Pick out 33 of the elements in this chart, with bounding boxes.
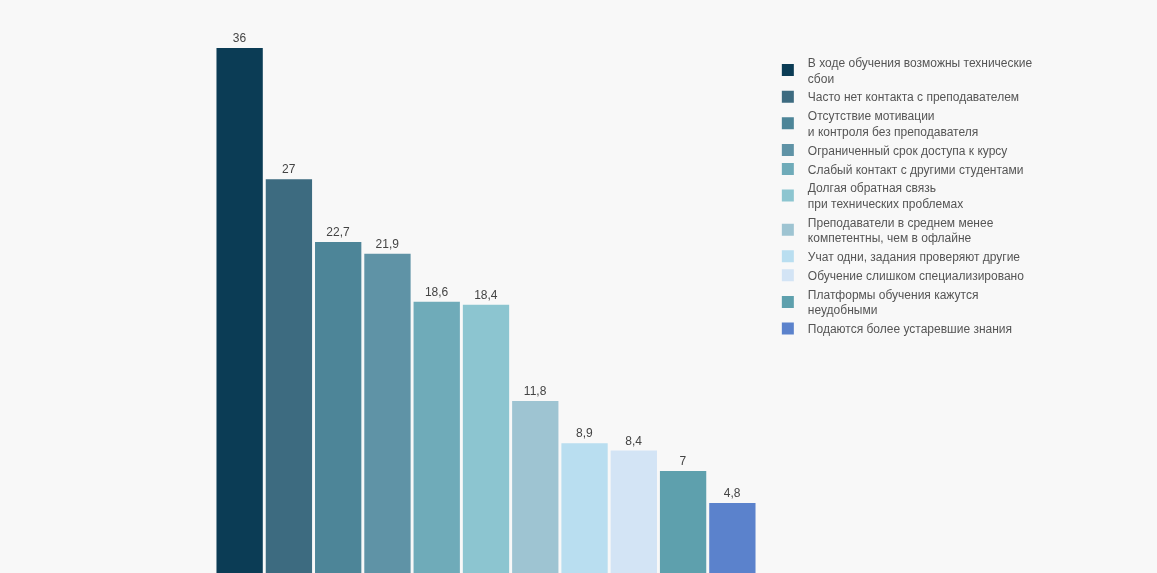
bar: [561, 443, 608, 573]
bar: [315, 241, 362, 573]
data-label: 11,8: [523, 383, 547, 398]
data-label: 8,9: [576, 426, 594, 441]
bar: [512, 400, 559, 573]
bar: [265, 179, 313, 573]
legend-label: Отсутствие мотивации и контроля без преподавателя: [807, 109, 979, 139]
legend-label: В ходе обучения возможны технические сбои: [807, 55, 1033, 86]
bar: [659, 470, 707, 573]
data-label: 36: [232, 31, 247, 45]
legend-label: Подаются более устаревшие знания: [807, 322, 1013, 337]
data-label: 27: [282, 162, 296, 177]
data-label: 4,8: [723, 486, 741, 500]
legend-label: Часто нет контакта с преподавателем: [807, 90, 1020, 105]
data-label: 21,9: [375, 236, 400, 251]
legend-label: Платформы обучения кажутся неудобными: [807, 287, 979, 318]
bar: [709, 503, 756, 573]
data-label: 18,4: [474, 287, 498, 302]
bar: [364, 253, 411, 573]
legend-label: Обучение слишком специализировано: [807, 268, 1025, 283]
legend-label: Ограниченный срок доступа к курсу: [807, 143, 1008, 158]
bar: [216, 48, 263, 573]
bar: [413, 301, 460, 573]
data-label: 7: [679, 453, 687, 468]
data-label: 22,7: [326, 224, 351, 239]
bar: [462, 304, 510, 573]
legend-label: Учат одни, задания проверяют другие: [807, 249, 1021, 264]
legend-label: Слабый контакт с другими студентами: [807, 162, 1024, 177]
data-label: 8,4: [625, 433, 643, 448]
data-label: 18,6: [424, 284, 449, 299]
legend-label: Преподаватели в среднем менее компетентны, чем в офлайне: [807, 215, 994, 246]
legend-label: Долгая обратная связь при технических проблемах: [807, 181, 964, 211]
bar: [610, 450, 657, 573]
